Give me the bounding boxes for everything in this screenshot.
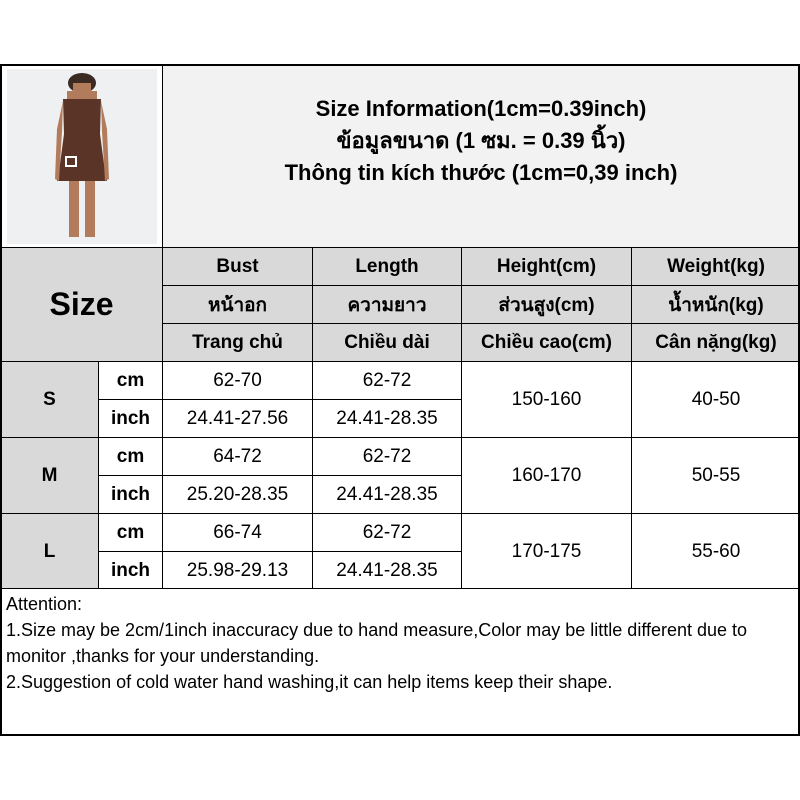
dress-model-illustration <box>6 68 157 244</box>
height-cell: 150-160 <box>461 361 632 438</box>
product-image <box>0 64 163 248</box>
measure-cell: 24.41-28.35 <box>312 551 462 590</box>
attention-note-2: 2.Suggestion of cold water hand washing,… <box>6 672 613 692</box>
height-cell: 160-170 <box>461 437 632 514</box>
column-header: Trang chủ <box>162 323 313 362</box>
title-english: Size Information(1cm=0.39inch) <box>315 96 647 121</box>
height-cell: 170-175 <box>461 513 632 590</box>
size-label: L <box>0 513 99 590</box>
measure-cell: 62-70 <box>162 361 313 400</box>
unit-label-cm: cm <box>98 437 163 476</box>
column-header: ส่วนสูง(cm) <box>461 285 632 324</box>
measure-cell: 62-72 <box>312 437 462 476</box>
measure-cell: 62-72 <box>312 513 462 552</box>
attention-note-1: 1.Size may be 2cm/1inch inaccuracy due t… <box>6 620 748 666</box>
column-header: Chiều cao(cm) <box>461 323 632 362</box>
unit-label-cm: cm <box>98 361 163 400</box>
title-vietnamese: Thông tin kích thước (1cm=0,39 inch) <box>284 160 678 185</box>
unit-label-inch: inch <box>98 399 163 438</box>
weight-cell: 40-50 <box>631 361 800 438</box>
measure-cell: 25.98-29.13 <box>162 551 313 590</box>
size-info-title: Size Information(1cm=0.39inch) ข้อมูลขนา… <box>162 64 800 248</box>
measure-cell: 64-72 <box>162 437 313 476</box>
column-header: Cân nặng(kg) <box>631 323 800 362</box>
measure-cell: 24.41-27.56 <box>162 399 313 438</box>
unit-label-cm: cm <box>98 513 163 552</box>
column-header: Weight(kg) <box>631 247 800 286</box>
weight-cell: 55-60 <box>631 513 800 590</box>
size-label: M <box>0 437 99 514</box>
measure-cell: 25.20-28.35 <box>162 475 313 514</box>
column-header: Bust <box>162 247 313 286</box>
column-header: หน้าอก <box>162 285 313 324</box>
weight-cell: 50-55 <box>631 437 800 514</box>
measure-cell: 66-74 <box>162 513 313 552</box>
measure-cell: 24.41-28.35 <box>312 399 462 438</box>
column-header: Height(cm) <box>461 247 632 286</box>
measure-cell: 62-72 <box>312 361 462 400</box>
column-header: ความยาว <box>312 285 462 324</box>
measure-cell: 24.41-28.35 <box>312 475 462 514</box>
size-label: S <box>0 361 99 438</box>
unit-label-inch: inch <box>98 551 163 590</box>
size-header: Size <box>0 247 163 362</box>
title-thai: ข้อมูลขนาด (1 ซม. = 0.39 นิ้ว) <box>336 128 626 153</box>
column-header: น้ำหนัก(kg) <box>631 285 800 324</box>
column-header: Length <box>312 247 462 286</box>
attention-heading: Attention: <box>6 594 83 614</box>
unit-label-inch: inch <box>98 475 163 514</box>
column-header: Chiều dài <box>312 323 462 362</box>
attention-notes: Attention: 1.Size may be 2cm/1inch inacc… <box>0 588 800 736</box>
